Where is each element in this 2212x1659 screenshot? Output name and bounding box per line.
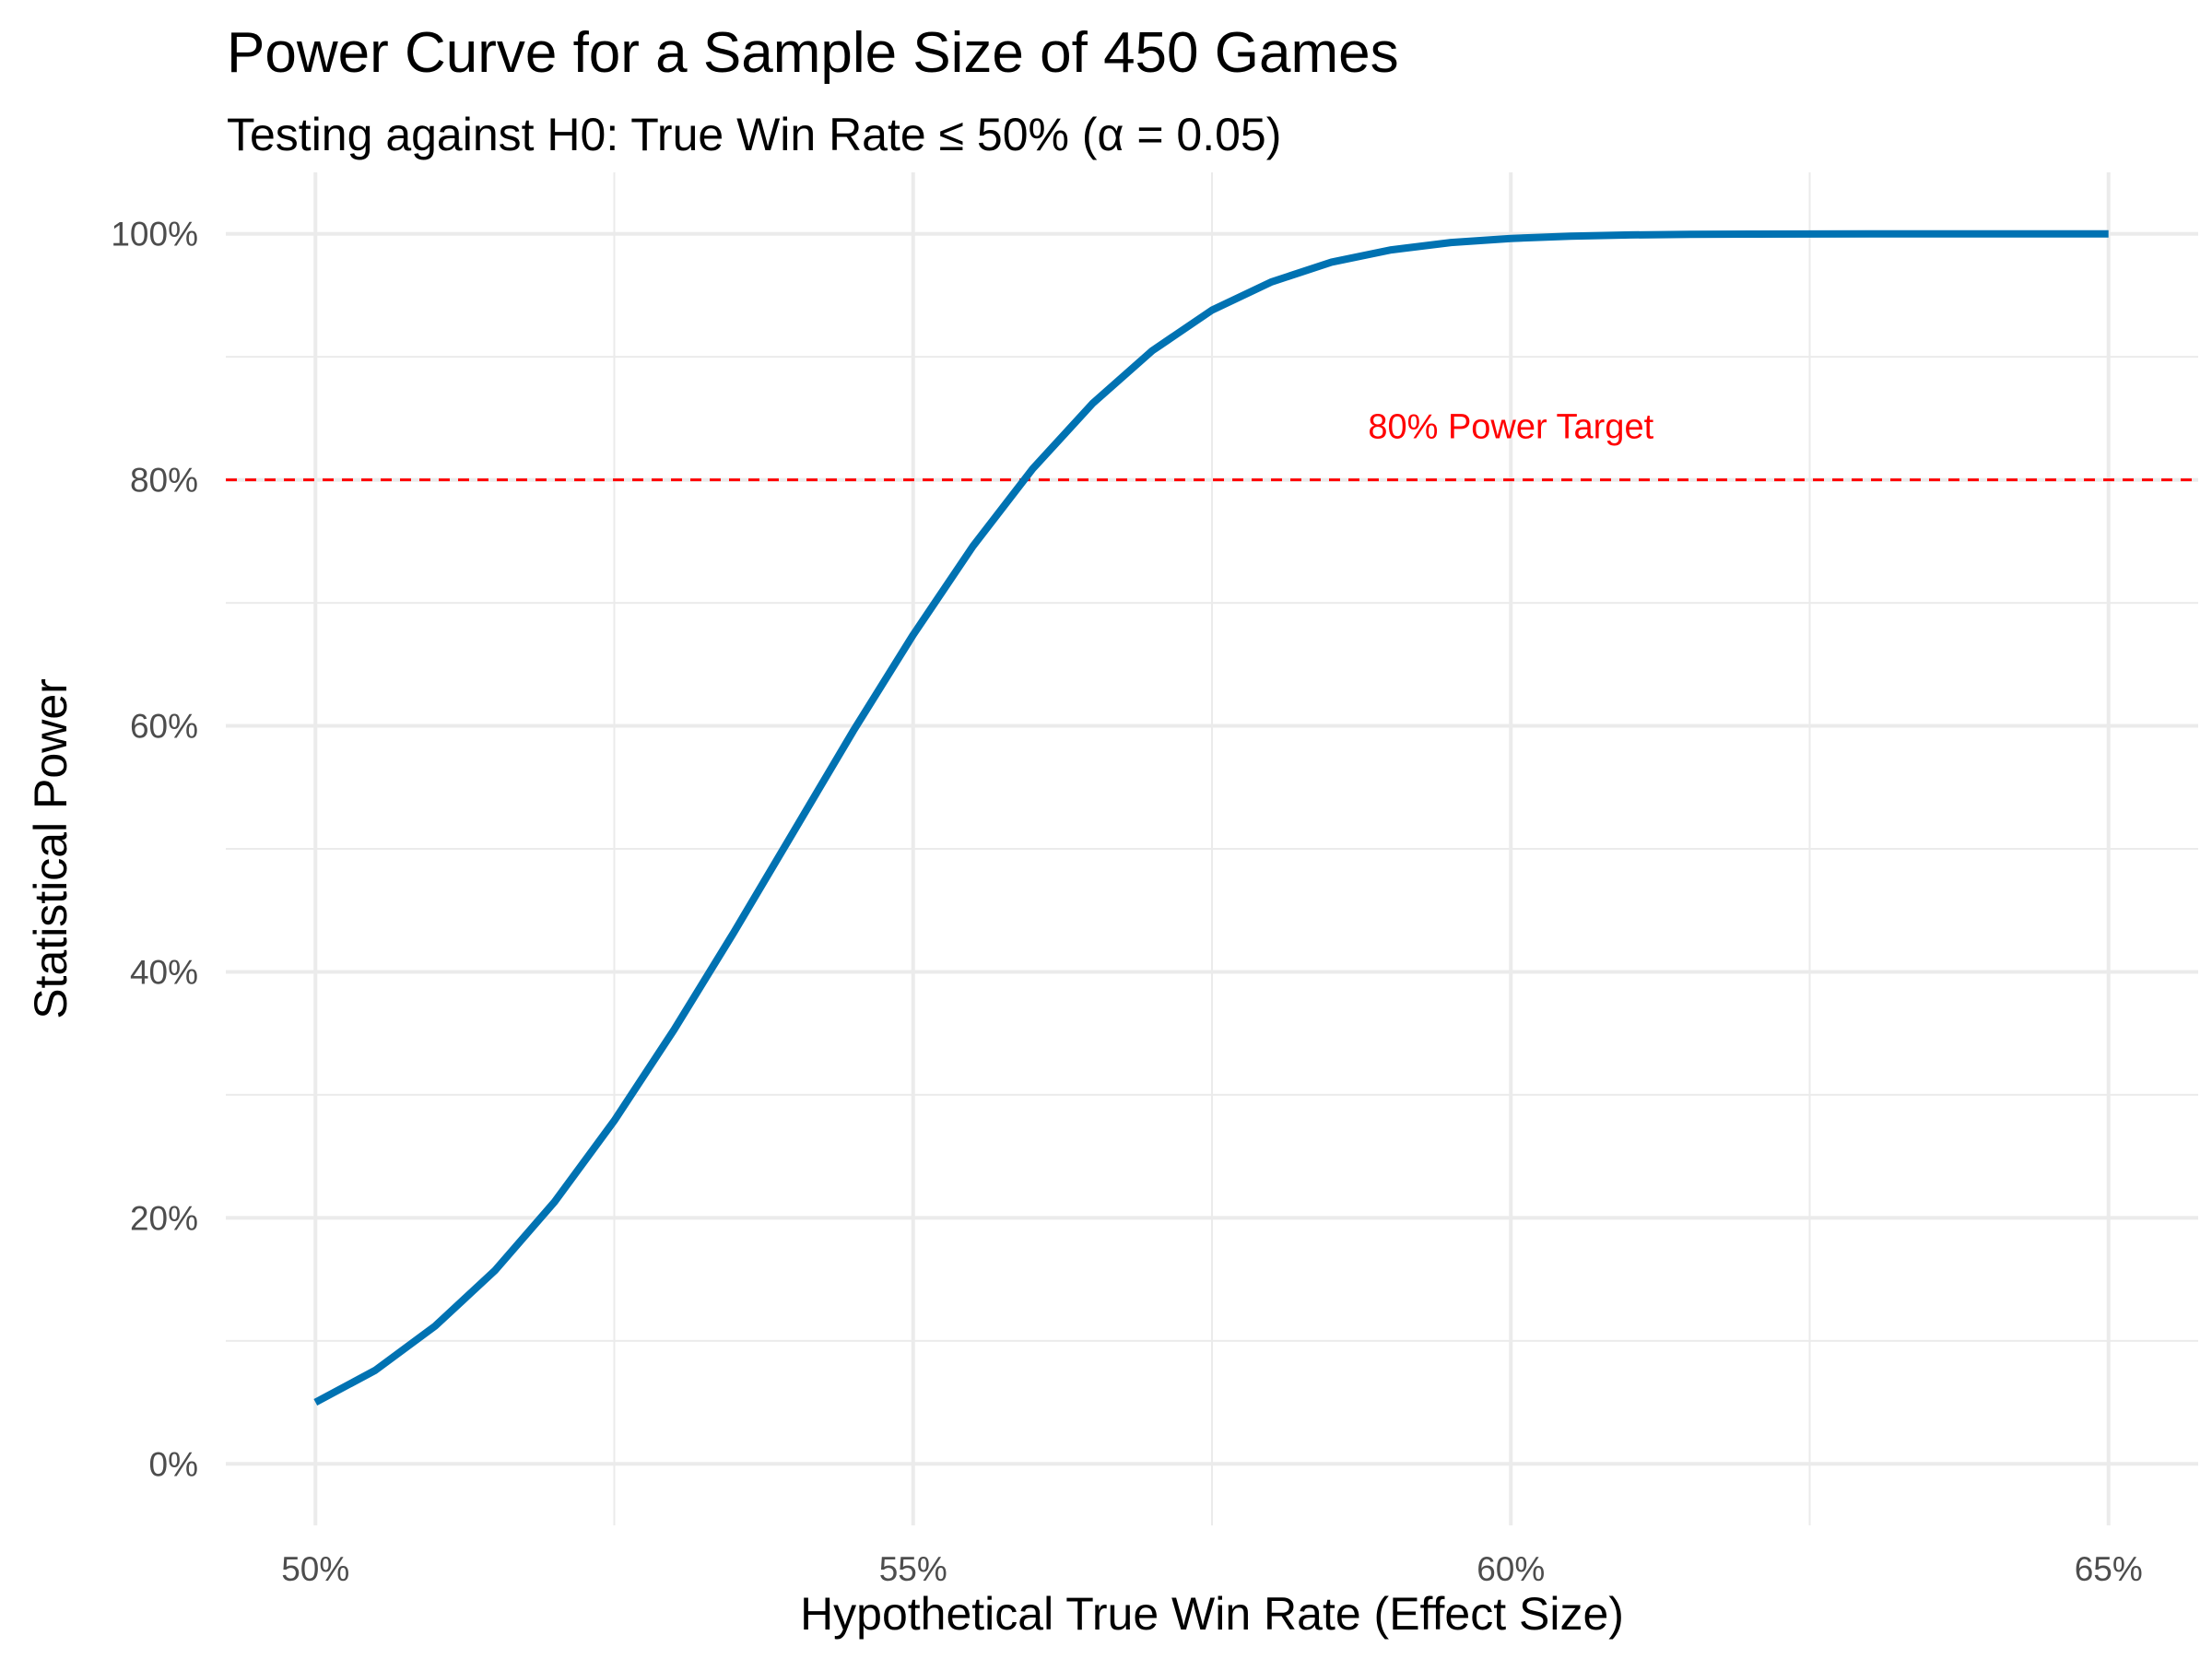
- x-tick-label: 55%: [879, 1550, 947, 1588]
- chart-title: Power Curve for a Sample Size of 450 Gam…: [227, 21, 1399, 85]
- x-tick-label: 60%: [1477, 1550, 1545, 1588]
- x-axis-title: Hypothetical True Win Rate (Effect Size): [800, 1588, 1624, 1640]
- series-group: [313, 229, 2109, 1406]
- reference-line-group: 80% Power Target: [226, 408, 2198, 482]
- grid: [226, 172, 2198, 1525]
- tick-labels: 50% 55% 60% 65% 0% 20% 40% 60% 80% 100%: [111, 216, 2142, 1588]
- y-tick-label: 60%: [130, 708, 198, 746]
- power-target-label: 80% Power Target: [1368, 408, 1653, 447]
- y-tick-label: 40%: [130, 953, 198, 991]
- y-axis-title: Statistical Power: [25, 678, 76, 1019]
- y-tick-label: 100%: [111, 216, 198, 253]
- x-tick-label: 50%: [281, 1550, 349, 1588]
- chart-subtitle: Testing against H0: True Win Rate ≤ 50% …: [227, 109, 1282, 160]
- y-tick-label: 20%: [130, 1199, 198, 1237]
- y-tick-label: 80%: [130, 462, 198, 500]
- y-tick-label: 0%: [149, 1445, 198, 1483]
- power-curve-line: [313, 229, 2109, 1406]
- x-tick-label: 65%: [2075, 1550, 2143, 1588]
